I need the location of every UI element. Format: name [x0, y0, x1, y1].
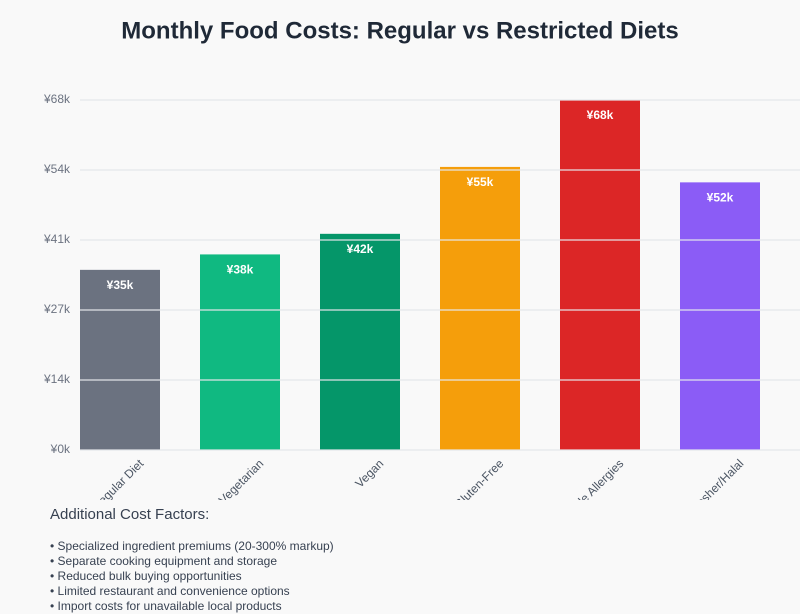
x-tick-label: Vegan [352, 456, 386, 490]
y-tick-label: ¥54k [43, 162, 71, 176]
chart: Monthly Food Costs: Regular vs Restricte… [43, 17, 800, 500]
page: {"chart_data":{"type":"bar","title":"Mon… [42, 17, 800, 613]
x-tick-label: Gluten-Free [451, 456, 506, 500]
bar [440, 166, 520, 451]
x-tick-label: Vegetarian [216, 456, 266, 500]
y-tick-label: ¥27k [43, 302, 71, 316]
value-label: ¥55k [467, 175, 494, 189]
chart-title: Monthly Food Costs: Regular vs Restricte… [121, 17, 678, 44]
bar [320, 233, 400, 450]
y-tick-label: ¥0k [50, 442, 71, 456]
notes-title: Additional Cost Factors: [50, 506, 210, 523]
note-item: • Import costs for unavailable local pro… [50, 599, 282, 613]
note-item: • Limited restaurant and convenience opt… [50, 584, 290, 598]
value-label: ¥38k [227, 263, 254, 277]
x-tick-label: Multiple Allergies [553, 456, 627, 500]
bar [680, 182, 760, 450]
value-label: ¥42k [347, 242, 374, 256]
y-tick-label: ¥14k [43, 372, 71, 386]
bar [200, 254, 280, 450]
notes: Additional Cost Factors: • Specialized i… [50, 506, 770, 614]
bar [560, 100, 640, 450]
value-label: ¥52k [707, 191, 734, 205]
bar [80, 269, 160, 450]
notes-list: • Specialized ingredient premiums (20-30… [50, 539, 770, 614]
note-item: • Specialized ingredient premiums (20-30… [50, 539, 334, 553]
value-label: ¥68k [587, 108, 614, 122]
x-tick-label: Regular Diet [89, 456, 147, 500]
y-tick-label: ¥68k [43, 92, 71, 106]
y-tick-label: ¥41k [43, 232, 71, 246]
note-item: • Separate cooking equipment and storage [50, 554, 278, 568]
value-label: ¥35k [107, 278, 134, 292]
x-tick-label: Kosher/Halal [688, 456, 746, 500]
note-item: • Reduced bulk buying opportunities [50, 569, 242, 583]
